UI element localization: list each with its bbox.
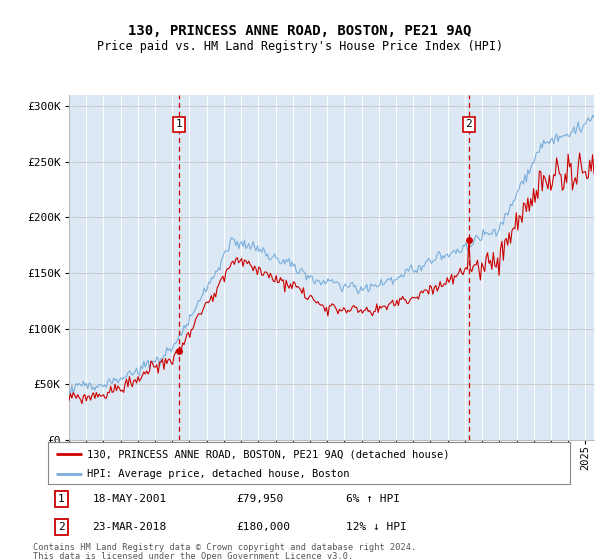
Text: 130, PRINCESS ANNE ROAD, BOSTON, PE21 9AQ (detached house): 130, PRINCESS ANNE ROAD, BOSTON, PE21 9A… [87,449,449,459]
Text: HPI: Average price, detached house, Boston: HPI: Average price, detached house, Bost… [87,469,350,479]
Text: 2: 2 [466,119,472,129]
Text: 2: 2 [58,522,64,532]
Text: 18-MAY-2001: 18-MAY-2001 [92,494,167,504]
Text: 130, PRINCESS ANNE ROAD, BOSTON, PE21 9AQ: 130, PRINCESS ANNE ROAD, BOSTON, PE21 9A… [128,24,472,38]
Text: This data is licensed under the Open Government Licence v3.0.: This data is licensed under the Open Gov… [33,552,353,560]
Text: 12% ↓ HPI: 12% ↓ HPI [346,522,406,532]
Text: Price paid vs. HM Land Registry's House Price Index (HPI): Price paid vs. HM Land Registry's House … [97,40,503,53]
Text: £79,950: £79,950 [236,494,283,504]
Text: £180,000: £180,000 [236,522,290,532]
Text: 1: 1 [175,119,182,129]
Text: 6% ↑ HPI: 6% ↑ HPI [346,494,400,504]
Text: 1: 1 [58,494,64,504]
Text: 23-MAR-2018: 23-MAR-2018 [92,522,167,532]
Text: Contains HM Land Registry data © Crown copyright and database right 2024.: Contains HM Land Registry data © Crown c… [33,543,416,552]
